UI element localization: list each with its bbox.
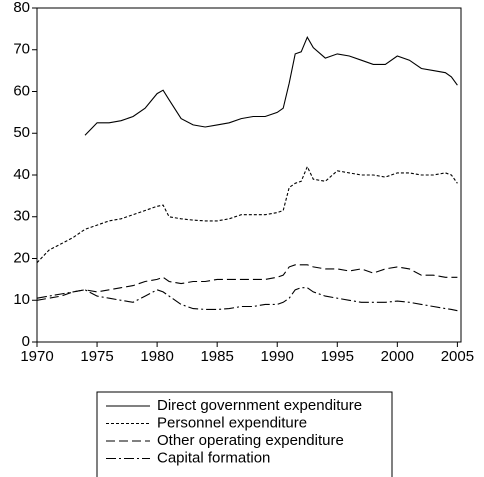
y-tick-label: 20 (13, 249, 30, 266)
x-tick-label: 1995 (321, 348, 354, 365)
series-line (84, 35, 458, 136)
y-tick-label: 50 (13, 124, 30, 141)
y-tick-label: 70 (13, 41, 30, 58)
x-tick-label: 1990 (261, 348, 294, 365)
plot-frame (36, 7, 462, 343)
series-line (36, 165, 458, 264)
x-tick-label: 2005 (441, 348, 474, 365)
x-tick-label: 1970 (20, 348, 53, 365)
y-tick-label: 60 (13, 82, 30, 99)
legend-box (96, 391, 393, 477)
legend-label: Personnel expenditure (157, 414, 307, 431)
series-line (36, 264, 458, 301)
series-line (36, 287, 458, 312)
legend-label: Direct government expenditure (157, 397, 362, 414)
y-tick-label: 80 (13, 0, 30, 16)
x-tick-label: 1975 (80, 348, 113, 365)
legend-label: Other operating expenditure (157, 432, 344, 449)
legend-label: Capital formation (157, 449, 270, 466)
y-tick-label: 30 (13, 208, 30, 225)
x-tick-label: 1980 (140, 348, 173, 365)
y-tick-label: 0 (22, 333, 30, 350)
x-tick-label: 2000 (381, 348, 414, 365)
y-tick-label: 10 (13, 291, 30, 308)
x-tick-label: 1985 (200, 348, 233, 365)
y-tick-label: 40 (13, 166, 30, 183)
